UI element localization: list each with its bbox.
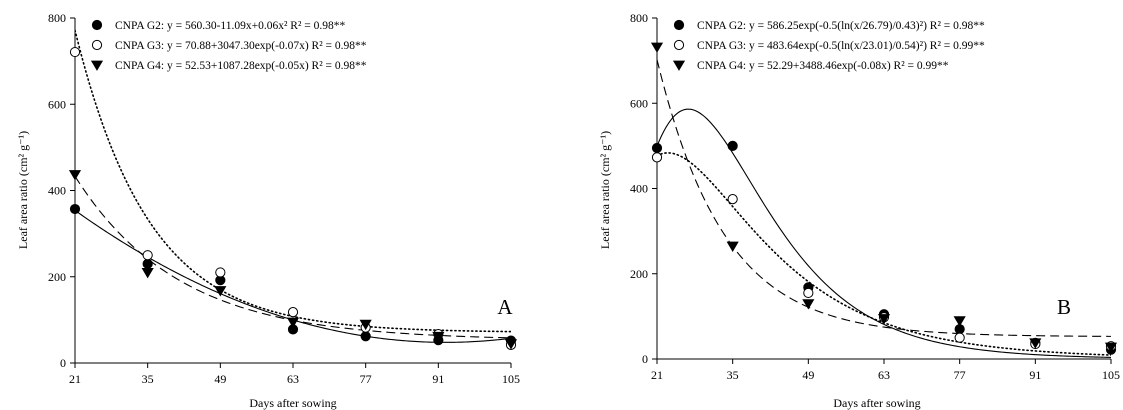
panel-b: Days after sowing Leaf area ratio (cm² g… [598,11,1120,410]
data-point-cnpa-g4 [1029,338,1042,349]
data-point-cnpa-g2 [69,203,81,215]
data-point-cnpa-g4 [953,316,966,327]
y-tick-label: 800 [48,11,66,25]
data-point-cnpa-g4 [432,331,445,343]
data-point-cnpa-g2 [360,331,371,342]
legend-marker [673,39,685,51]
x-tick-label: 77 [360,372,372,386]
legend-entry: CNPA G3: y = 483.64exp(-0.5(ln(x/23.01)/… [697,40,985,52]
x-tick-label: 21 [69,372,81,386]
data-point-cnpa-g4 [1104,342,1118,353]
data-point-cnpa-g3 [215,267,226,278]
y-tick-label: 200 [630,267,648,281]
data-point-cnpa-g4 [726,241,739,252]
legend-marker [90,60,104,71]
y-tick-label: 800 [630,11,648,25]
legend-marker [672,60,686,71]
legend-entry: CNPA G2: y = 560.30-11.09x+0.06x² R² = 0… [115,20,346,32]
data-point-cnpa-g4 [650,42,664,53]
data-point-cnpa-g4 [286,317,300,328]
data-point-cnpa-g3 [69,46,81,58]
x-tick-label: 63 [287,372,299,386]
x-tick-label: 21 [651,368,663,382]
data-point-cnpa-g3 [287,307,299,318]
legend-entry: CNPA G2: y = 586.25exp(-0.5(ln(x/26.79)/… [697,20,985,32]
data-point-cnpa-g3 [651,152,663,163]
data-point-cnpa-g4 [877,314,891,325]
legend-entry: CNPA G4: y = 52.29+3488.46exp(-0.08x) R²… [697,60,949,72]
y-tick-label: 0 [60,356,66,370]
data-point-cnpa-g4 [214,286,227,297]
x-tick-label: 91 [1029,368,1041,382]
fit-curve-cnpa-g3 [75,29,511,333]
y-tick-label: 200 [48,270,66,284]
x-axis-title: Days after sowing [833,396,920,410]
x-tick-label: 49 [214,372,226,386]
data-point-cnpa-g4 [141,268,154,279]
data-point-cnpa-g4 [359,319,372,331]
legend-marker [673,19,685,31]
y-tick-label: 400 [630,182,648,196]
x-tick-label: 105 [502,372,520,386]
data-point-cnpa-g2 [727,140,738,151]
x-tick-label: 49 [802,368,814,382]
legend-entry: CNPA G4: y = 52.53+1087.28exp(-0.05x) R²… [115,60,367,72]
data-point-cnpa-g2 [142,258,153,269]
panel-label: B [1057,295,1071,319]
data-point-cnpa-g4 [802,299,815,310]
x-tick-label: 35 [727,368,739,382]
data-point-cnpa-g4 [504,339,518,350]
legend-marker [91,39,103,51]
data-point-cnpa-g2 [651,142,663,154]
legend-marker [91,19,103,31]
data-point-cnpa-g3 [803,287,814,299]
x-tick-label: 35 [142,372,154,386]
x-tick-label: 105 [1102,368,1120,382]
data-point-cnpa-g4 [68,170,82,181]
x-tick-label: 63 [878,368,890,382]
panel-a: Days after sowing Leaf area ratio (cm² g… [16,11,520,410]
y-tick-label: 0 [642,352,648,366]
legend-entry: CNPA G3: y = 70.88+3047.30exp(-0.07x) R²… [115,40,367,52]
data-point-cnpa-g3 [727,194,738,205]
x-tick-label: 77 [954,368,966,382]
fit-curve-cnpa-g4 [657,59,1111,337]
y-tick-label: 400 [48,184,66,198]
x-axis-title: Days after sowing [249,396,336,410]
y-axis-title: Leaf area ratio (cm² g⁻¹) [598,131,612,249]
y-axis-title: Leaf area ratio (cm² g⁻¹) [16,131,30,249]
y-tick-label: 600 [630,96,648,110]
y-tick-label: 600 [48,97,66,111]
data-point-cnpa-g3 [142,250,153,261]
data-point-cnpa-g3 [954,332,965,343]
panel-label: A [497,295,513,319]
x-tick-label: 91 [432,372,444,386]
